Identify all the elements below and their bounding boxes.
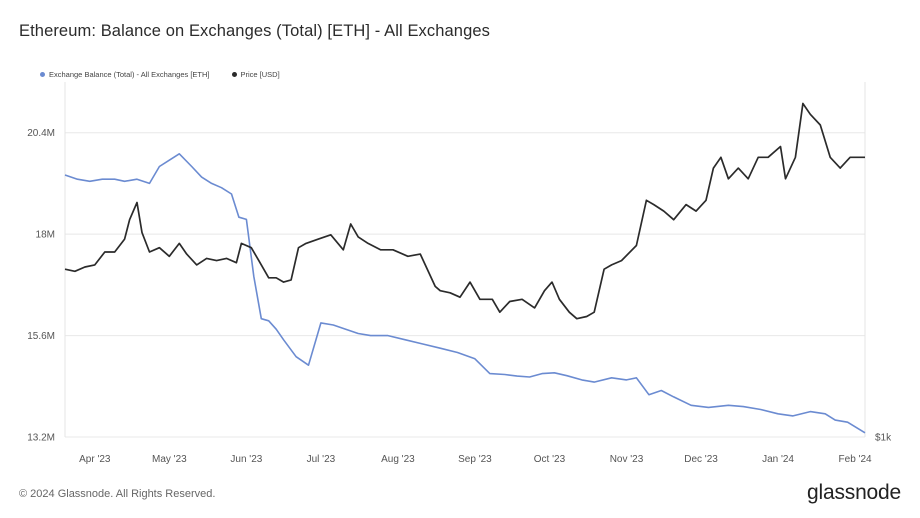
x-tick-label: Apr '23 xyxy=(79,454,111,465)
x-tick-label: May '23 xyxy=(152,454,187,465)
legend-item-balance[interactable]: Exchange Balance (Total) - All Exchanges… xyxy=(40,70,210,79)
y-left-tick-label: 15.6M xyxy=(27,331,55,342)
x-tick-label: Jul '23 xyxy=(307,454,336,465)
chart-legend: Exchange Balance (Total) - All Exchanges… xyxy=(40,70,280,79)
x-tick-label: Feb '24 xyxy=(839,454,872,465)
legend-item-price[interactable]: Price [USD] xyxy=(231,70,280,79)
x-tick-label: Nov '23 xyxy=(610,454,644,465)
chart-title: Ethereum: Balance on Exchanges (Total) [… xyxy=(19,22,490,40)
legend-swatch-balance xyxy=(40,72,45,77)
x-tick-label: Sep '23 xyxy=(458,454,492,465)
x-tick-label: Jan '24 xyxy=(762,454,794,465)
x-tick-label: Oct '23 xyxy=(534,454,566,465)
y-left-tick-label: 18M xyxy=(36,230,55,241)
y-left-tick-label: 20.4M xyxy=(27,128,55,139)
legend-swatch-price xyxy=(231,72,237,77)
legend-label-price: Price [USD] xyxy=(240,70,280,79)
x-tick-label: Jun '23 xyxy=(230,454,262,465)
y-right-tick-label: $1k xyxy=(875,433,892,444)
x-tick-label: Dec '23 xyxy=(684,454,718,465)
series-line-price xyxy=(64,102,865,320)
x-tick-label: Aug '23 xyxy=(381,454,415,465)
y-left-tick-label: 13.2M xyxy=(27,433,55,444)
copyright-text: © 2024 Glassnode. All Rights Reserved. xyxy=(19,488,216,500)
brand-logo: glassnode xyxy=(807,481,901,504)
legend-label-balance: Exchange Balance (Total) - All Exchanges… xyxy=(49,70,210,79)
series-line-exchange-balance xyxy=(64,153,866,434)
